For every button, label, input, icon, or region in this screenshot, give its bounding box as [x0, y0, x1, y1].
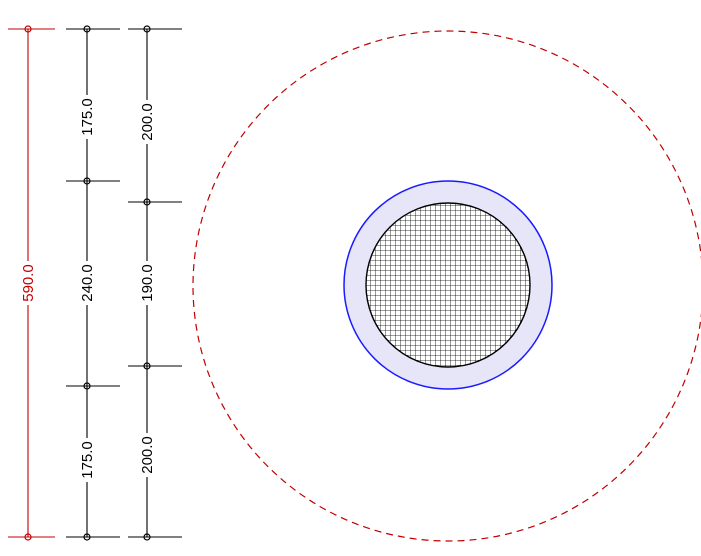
overall-dimension-label: 590.0 [20, 264, 37, 302]
outer-tick-3 [143, 362, 151, 370]
section-view [192, 30, 701, 542]
overall-tick-bottom [24, 533, 32, 541]
inner-tick-4 [83, 533, 91, 541]
inner-dim-label-1: 175.0 [79, 98, 96, 136]
outer-dim-label-1: 200.0 [139, 103, 156, 141]
outer-tick-1 [143, 25, 151, 33]
outer-dim-label-3: 200.0 [139, 436, 156, 474]
inner-tick-1 [83, 25, 91, 33]
core-circle [365, 202, 531, 368]
outer-dashed-circle [192, 30, 701, 542]
outer-tick-2 [143, 198, 151, 206]
overall-tick-top [24, 25, 32, 33]
inner-dim-label-3: 175.0 [79, 441, 96, 479]
inner-tick-3 [83, 382, 91, 390]
inner-dim-label-2: 240.0 [79, 264, 96, 302]
outer-dim-label-2: 190.0 [139, 264, 156, 302]
inner-tick-2 [83, 177, 91, 185]
outer-tick-4 [143, 533, 151, 541]
